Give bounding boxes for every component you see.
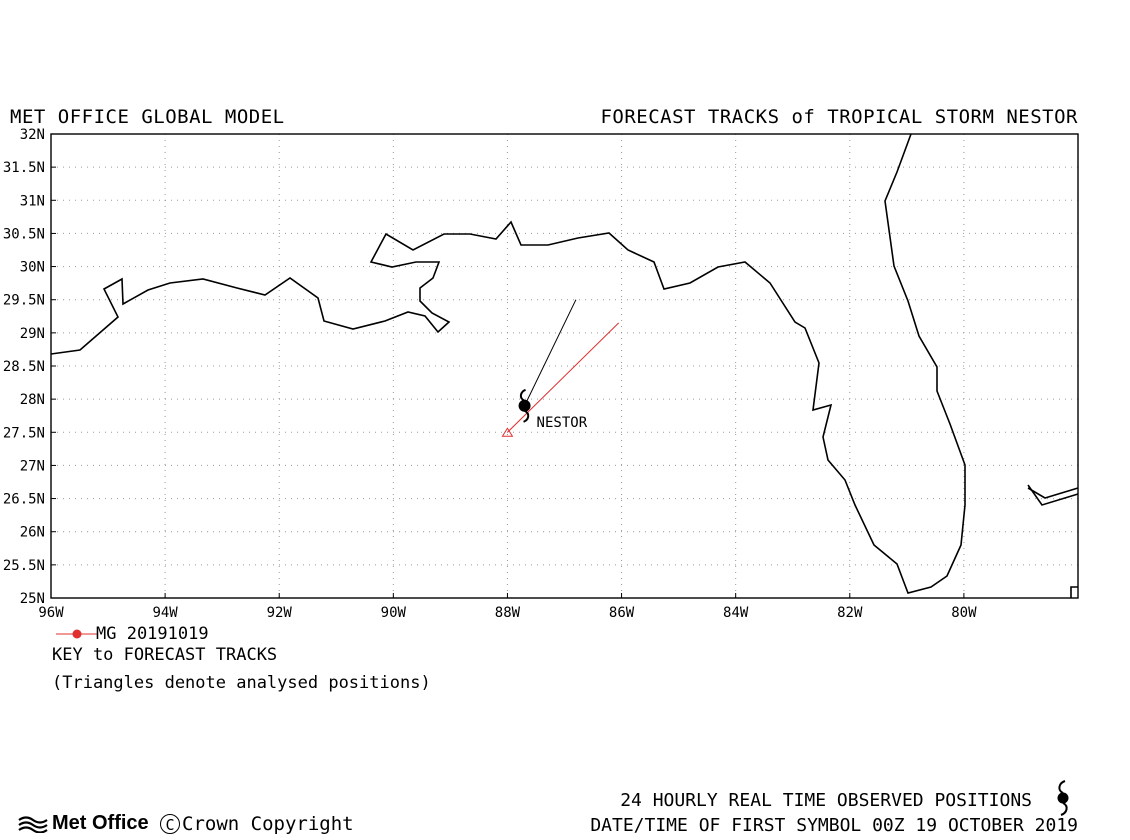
model-title: MET OFFICE GLOBAL MODEL — [10, 106, 285, 128]
lat-tick-label: 27N — [20, 458, 45, 474]
lon-tick-label: 92W — [267, 605, 293, 621]
lon-tick-label: 88W — [495, 605, 521, 621]
analysed-position-triangle — [501, 427, 514, 437]
logo-text: Met Office — [52, 812, 149, 834]
lon-tick-label: 86W — [609, 605, 635, 621]
storm-symbol-icon — [518, 388, 531, 423]
storm-symbol-arm — [523, 409, 530, 423]
lon-tick-label: 84W — [723, 605, 749, 621]
coastline — [50, 133, 1079, 598]
key-heading: KEY to FORECAST TRACKS — [52, 645, 278, 665]
latitude-labels: 32N 31.5N 31N 30.5N 30N 29.5N 29N 28.5N 28N 27.5N… — [3, 127, 56, 607]
lat-tick-label: 27.5N — [3, 425, 45, 441]
key-legend-symbol — [56, 629, 98, 639]
gulf-coastline — [50, 133, 966, 594]
storm-symbol-arm — [519, 388, 527, 402]
copyright-text: Crown Copyright — [182, 813, 354, 835]
lat-tick-label: 29.5N — [3, 293, 45, 309]
met-office-waves-icon — [18, 815, 48, 833]
lon-tick-label: 94W — [152, 605, 178, 621]
lat-tick-label: 31N — [20, 193, 45, 209]
forecast-track-line — [507, 322, 620, 433]
storm-symbol-core — [518, 399, 531, 412]
lat-tick-label: 29N — [20, 326, 45, 342]
key-entry-label: MG 20191019 — [96, 624, 209, 644]
map-frame — [50, 133, 1079, 599]
lon-tick-label: 80W — [951, 605, 977, 621]
lat-tick-label: 30.5N — [3, 226, 45, 242]
lat-tick-label: 32N — [20, 127, 45, 143]
copyright-icon: C — [160, 814, 180, 834]
lat-tick-label: 26.5N — [3, 492, 45, 508]
met-office-logo: Met Office — [18, 812, 149, 835]
lon-tick-label: 96W — [38, 605, 64, 621]
observed-positions-note: 24 HOURLY REAL TIME OBSERVED POSITIONS — [620, 790, 1032, 811]
lon-tick-label: 90W — [381, 605, 407, 621]
copyright: C Crown Copyright — [160, 813, 354, 835]
lon-tick-label: 82W — [837, 605, 863, 621]
key-note: (Triangles denote analysed positions) — [52, 673, 431, 693]
chart-title: FORECAST TRACKS of TROPICAL STORM NESTOR — [600, 106, 1078, 128]
lat-tick-label: 28.5N — [3, 359, 45, 375]
bahamas-coastline-2 — [1027, 487, 1079, 499]
longitude-labels: 96W 94W 92W 90W 88W 86W 84W 82W 80W — [38, 593, 977, 621]
key-track-dot — [72, 629, 82, 639]
hurricane-symbol-icon — [1057, 780, 1069, 816]
lat-tick-label: 25N — [20, 591, 45, 607]
lat-tick-label: 26N — [20, 525, 45, 541]
cuba-coastline — [1070, 586, 1078, 598]
lat-tick-label: 25.5N — [3, 558, 45, 574]
storm-name-label: NESTOR — [537, 415, 588, 431]
lat-tick-label: 30N — [20, 260, 45, 276]
map-grid — [51, 134, 1078, 598]
lat-tick-label: 31.5N — [3, 160, 45, 176]
storm-tracks: NESTOR — [501, 299, 620, 437]
lat-tick-label: 28N — [20, 392, 45, 408]
observed-track-line — [524, 299, 577, 406]
date-time-note: DATE/TIME OF FIRST SYMBOL 00Z 19 OCTOBER… — [590, 815, 1078, 836]
